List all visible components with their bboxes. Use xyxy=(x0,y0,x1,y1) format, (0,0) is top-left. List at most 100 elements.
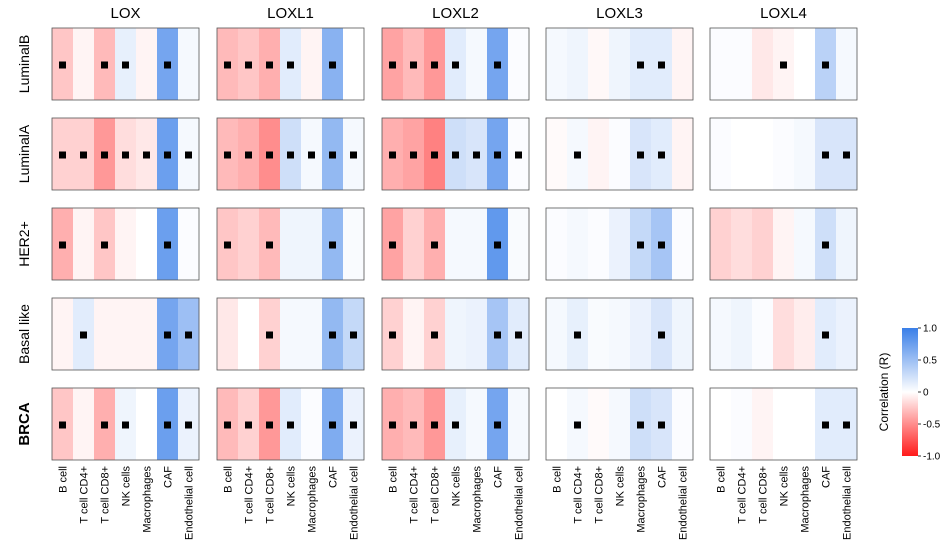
panel-border-luminalb-loxl2 xyxy=(381,27,530,101)
sig-marker-brca-loxl3-macrophages xyxy=(637,421,644,429)
heatmap-cell-basal-like-loxl4-b-cell xyxy=(710,298,732,370)
sig-marker-luminala-loxl4-endothelial-cell xyxy=(843,151,850,159)
heatmap-cell-luminala-loxl4-nk-cells xyxy=(773,118,795,190)
panel-border-luminala-lox xyxy=(51,117,200,191)
x-label-loxl2-caf: CAF xyxy=(493,466,505,488)
panel-border-luminala-loxl1 xyxy=(216,117,365,191)
panel-border-brca-loxl3 xyxy=(545,387,694,461)
panel-border-basal-like-loxl2 xyxy=(381,297,530,371)
x-label-loxl4-nk-cells: NK cells xyxy=(779,466,791,507)
cell-type-labels: B cell T cell CD4+ T cell CD8+ NK cells Macr… xyxy=(58,466,854,540)
sig-marker-luminalb-lox-nk-cells xyxy=(122,61,129,69)
heatmap-cell-her2-loxl3-t-cell-cd8 xyxy=(588,208,610,280)
sig-marker-her2-loxl3-caf xyxy=(658,241,665,249)
colorbar-tick-label: 0 xyxy=(923,388,929,399)
sig-marker-basal-like-lox-caf xyxy=(164,331,171,339)
heatmap-cell-basal-like-loxl3-macrophages xyxy=(630,298,652,370)
sig-marker-basal-like-loxl4-caf xyxy=(822,331,829,339)
sig-marker-her2-loxl3-macrophages xyxy=(637,241,644,249)
x-label-loxl3-caf: CAF xyxy=(657,466,669,488)
heatmap-cell-brca-loxl1-macrophages xyxy=(301,388,323,460)
heatmap-cell-basal-like-loxl3-b-cell xyxy=(546,298,568,370)
heatmap-cell-basal-like-lox-t-cell-cd8 xyxy=(94,298,116,370)
sig-marker-luminala-loxl1-macrophages xyxy=(308,151,315,159)
heatmap-cell-luminala-loxl3-endothelial-cell xyxy=(672,118,694,190)
sig-marker-luminala-lox-b-cell xyxy=(59,151,66,159)
sig-marker-basal-like-loxl2-b-cell xyxy=(389,331,396,339)
x-label-loxl1-t-cell-cd8: T cell CD8+ xyxy=(265,466,277,524)
heatmap-cell-brca-loxl4-t-cell-cd8 xyxy=(752,388,774,460)
sig-marker-brca-loxl2-b-cell xyxy=(389,421,396,429)
sig-marker-basal-like-loxl2-endothelial-cell xyxy=(515,331,522,339)
heatmap-cell-luminala-loxl3-t-cell-cd8 xyxy=(588,118,610,190)
x-label-loxl1-t-cell-cd4: T cell CD4+ xyxy=(244,466,256,524)
heatmap-cell-luminalb-loxl3-endothelial-cell xyxy=(672,28,694,100)
heatmap-cell-luminala-loxl4-macrophages xyxy=(794,118,816,190)
subtype-label-basal-like: Basal like xyxy=(16,304,32,364)
sig-marker-luminala-loxl2-b-cell xyxy=(389,151,396,159)
heatmap-cell-luminalb-loxl4-t-cell-cd8 xyxy=(752,28,774,100)
sig-marker-luminala-loxl2-macrophages xyxy=(473,151,480,159)
panel-border-her2-loxl3 xyxy=(545,207,694,281)
gene-title-loxl2: LOXL2 xyxy=(432,5,479,22)
sig-marker-her2-loxl4-caf xyxy=(822,241,829,249)
x-label-loxl4-endothelial-cell: Endothelial cell xyxy=(842,466,854,540)
significance-markers xyxy=(59,61,850,429)
sig-marker-luminalb-loxl1-nk-cells xyxy=(287,61,294,69)
sig-marker-luminala-loxl3-caf xyxy=(658,151,665,159)
heatmap-cell-brca-loxl4-macrophages xyxy=(794,388,816,460)
heatmap-cell-luminalb-loxl3-t-cell-cd8 xyxy=(588,28,610,100)
subtype-label-luminalb: LuminalB xyxy=(16,35,32,93)
sig-marker-luminala-loxl2-nk-cells xyxy=(452,151,459,159)
heatmap-cell-luminalb-loxl4-endothelial-cell xyxy=(836,28,858,100)
heatmap-cell-basal-like-loxl2-macrophages xyxy=(466,298,488,370)
sig-marker-luminala-lox-endothelial-cell xyxy=(185,151,192,159)
subtype-label-her2: HER2+ xyxy=(16,221,32,267)
heatmap-cell-brca-loxl4-nk-cells xyxy=(773,388,795,460)
heatmap-cell-brca-loxl4-b-cell xyxy=(710,388,732,460)
colorbar-gradient xyxy=(902,328,918,456)
sig-marker-basal-like-loxl3-caf xyxy=(658,331,665,339)
sig-marker-basal-like-loxl1-endothelial-cell xyxy=(350,331,357,339)
sig-marker-luminala-loxl4-caf xyxy=(822,151,829,159)
gene-title-loxl1: LOXL1 xyxy=(267,5,314,22)
heatmap-cell-her2-lox-t-cell-cd4 xyxy=(73,208,95,280)
sig-marker-luminalb-loxl2-caf xyxy=(494,61,501,69)
panel-borders xyxy=(51,27,858,461)
heatmap-cell-basal-like-loxl3-nk-cells xyxy=(609,298,631,370)
x-label-lox-endothelial-cell: Endothelial cell xyxy=(184,466,196,540)
sig-marker-brca-loxl1-t-cell-cd4 xyxy=(245,421,252,429)
heatmap-cell-her2-loxl3-t-cell-cd4 xyxy=(567,208,589,280)
gene-title-lox: LOX xyxy=(110,5,140,22)
colorbar-ticks: 1.0 0.5 0 -0.5 -1.0 xyxy=(918,324,941,463)
sig-marker-luminala-lox-macrophages xyxy=(143,151,150,159)
panel-border-basal-like-lox xyxy=(51,297,200,371)
x-label-loxl2-endothelial-cell: Endothelial cell xyxy=(514,466,526,540)
x-label-loxl3-t-cell-cd8: T cell CD8+ xyxy=(594,466,606,524)
heatmap-cell-her2-loxl3-endothelial-cell xyxy=(672,208,694,280)
x-label-lox-b-cell: B cell xyxy=(58,466,70,493)
heatmap-cell-basal-like-loxl4-nk-cells xyxy=(773,298,795,370)
sig-marker-brca-loxl1-b-cell xyxy=(224,421,231,429)
panel-border-basal-like-loxl3 xyxy=(545,297,694,371)
heatmap-cell-basal-like-loxl4-t-cell-cd8 xyxy=(752,298,774,370)
heatmap-cell-luminala-loxl3-nk-cells xyxy=(609,118,631,190)
sig-marker-brca-loxl2-nk-cells xyxy=(452,421,459,429)
sig-marker-basal-like-loxl3-t-cell-cd4 xyxy=(574,331,581,339)
heatmap-cell-her2-loxl4-t-cell-cd4 xyxy=(731,208,753,280)
sig-marker-luminala-loxl2-caf xyxy=(494,151,501,159)
sig-marker-luminalb-lox-b-cell xyxy=(59,61,66,69)
sig-marker-brca-loxl4-endothelial-cell xyxy=(843,421,850,429)
sig-marker-luminalb-loxl2-b-cell xyxy=(389,61,396,69)
heatmap-cell-her2-loxl2-nk-cells xyxy=(445,208,467,280)
subtype-labels: LuminalB LuminalA HER2+ Basal like BRCA xyxy=(16,35,33,446)
heatmap-cell-her2-loxl2-macrophages xyxy=(466,208,488,280)
heatmap-cell-luminala-loxl4-t-cell-cd4 xyxy=(731,118,753,190)
sig-marker-luminala-lox-caf xyxy=(164,151,171,159)
panel-border-brca-loxl1 xyxy=(216,387,365,461)
x-label-loxl4-t-cell-cd4: T cell CD4+ xyxy=(737,466,749,524)
sig-marker-luminalb-loxl3-macrophages xyxy=(637,61,644,69)
sig-marker-brca-loxl1-nk-cells xyxy=(287,421,294,429)
panel-border-her2-lox xyxy=(51,207,200,281)
x-label-loxl4-caf: CAF xyxy=(821,466,833,488)
